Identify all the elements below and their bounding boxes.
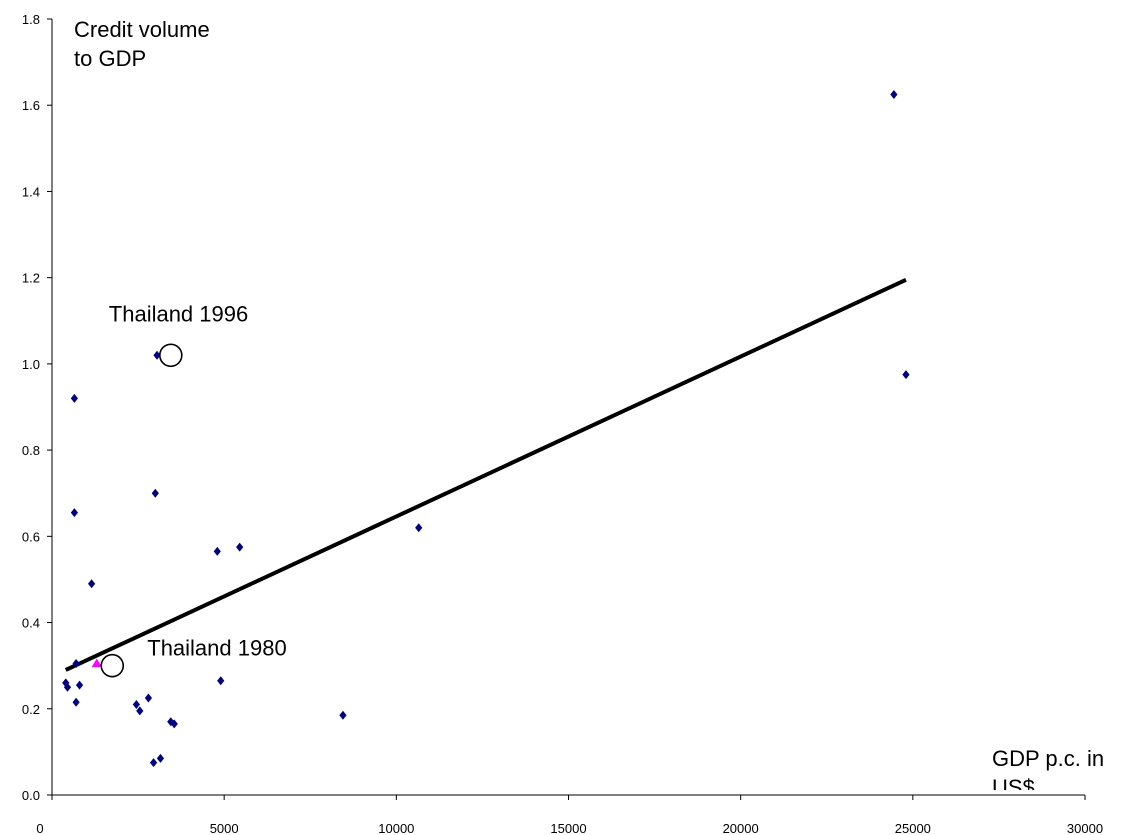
data-point [890,89,898,99]
data-point [132,699,140,709]
x-tick-label: 0 [36,821,43,835]
x-tick-label: 25000 [895,821,931,835]
data-point [170,719,178,729]
x-axis-title-line-1: GDP p.c. in [992,746,1104,771]
annotations: Thailand 1996 Thailand 1980 [100,301,287,678]
data-point [70,393,78,403]
data-point [156,753,165,763]
data-point [72,659,80,669]
data-point [72,697,80,707]
data-point [339,710,347,720]
y-tick-label: 0.6 [22,529,40,544]
data-point [415,523,423,533]
x-ticks: 0 5000 10000 15000 20000 25000 30000 [36,795,1103,835]
data-point [236,542,244,552]
data-point [217,676,225,686]
y-tick-label: 1.0 [22,357,40,372]
data-point [144,693,153,703]
data-point [153,350,161,360]
annotation-circle [100,653,125,678]
x-axis-title-line-2: US$ [992,775,1035,800]
annotation-circle [158,343,183,368]
data-point [213,546,221,556]
data-points [62,89,910,768]
x-tick-label: 20000 [723,821,759,835]
data-point [87,579,96,589]
y-tick-label: 1.2 [22,271,40,286]
data-point [151,488,159,498]
y-axis-title-line-2: to GDP [74,46,146,71]
y-ticks: 0.0 0.2 0.4 0.6 0.8 1.0 1.2 1.4 1.6 1.8 [22,12,52,803]
y-tick-label: 1.4 [22,184,40,199]
data-point [63,682,72,692]
x-tick-label: 30000 [1067,821,1103,835]
y-tick-label: 0.4 [22,616,40,631]
data-point [75,680,84,690]
y-tick-label: 0.8 [22,443,40,458]
annotation-label: Thailand 1996 [109,301,248,326]
axes [51,19,1085,796]
data-point [70,508,78,518]
y-tick-label: 0.2 [22,702,40,717]
data-point [136,706,144,716]
x-tick-label: 15000 [550,821,586,835]
data-point-thailand [91,658,102,668]
y-axis-title-line-1: Credit volume [74,17,210,42]
trendline-group [64,278,907,672]
y-tick-label: 0.0 [22,788,40,803]
x-tick-label: 10000 [378,821,414,835]
y-tick-label: 1.6 [22,98,40,113]
data-point [149,758,158,768]
data-point [902,370,910,380]
annotation-label: Thailand 1980 [147,636,286,661]
trendline [64,278,907,672]
x-tick-label: 5000 [210,821,239,835]
y-tick-label: 1.8 [22,12,40,27]
